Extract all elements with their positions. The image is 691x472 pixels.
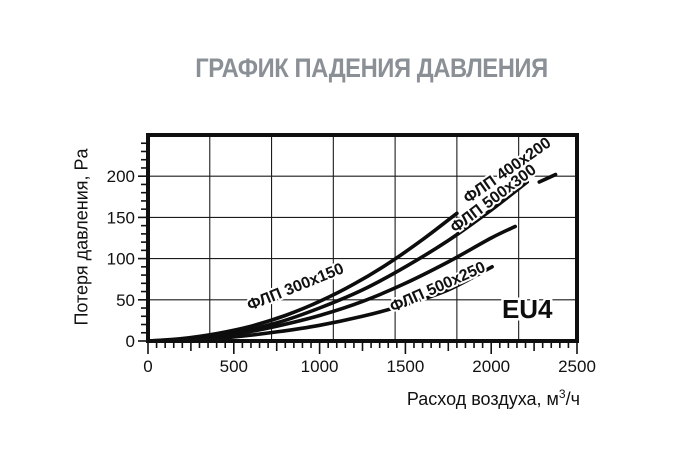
- x-tick-label: 1000: [301, 357, 339, 376]
- y-tick-label: 150: [107, 208, 135, 227]
- y-axis-title: Потеря давления, Pa: [71, 148, 92, 326]
- y-tick-label: 100: [107, 250, 135, 269]
- plot-frame: [146, 133, 579, 343]
- curve-label-300x150: ФЛП 300x150: [245, 260, 347, 314]
- x-tick-label: 2000: [472, 357, 510, 376]
- x-tick-label: 1500: [386, 357, 424, 376]
- x-axis-title-text: Расход воздуха, м: [406, 389, 559, 409]
- x-tick-label: 2500: [558, 357, 596, 376]
- y-tick-label: 50: [116, 291, 135, 310]
- page-title: ГРАФИК ПАДЕНИЯ ДАВЛЕНИЯ: [195, 53, 548, 83]
- x-tick-label: 500: [220, 357, 248, 376]
- x-axis-title-unit-tail: /ч: [565, 389, 580, 409]
- curve-label-dash-500x300: [537, 172, 558, 184]
- x-axis-title: Расход воздуха, м3/ч: [0, 387, 580, 410]
- y-tick-label: 200: [107, 167, 135, 186]
- x-axis-title-superscript: 3: [558, 387, 566, 401]
- filter-class-annotation: EU4: [502, 294, 553, 324]
- chart-plot-area: 0 500 1000 1500 2000 2500 0 50 100 150 200 ФЛП 300x…: [107, 132, 596, 376]
- x-tick-label: 0: [143, 357, 152, 376]
- y-tick-label: 0: [126, 332, 135, 351]
